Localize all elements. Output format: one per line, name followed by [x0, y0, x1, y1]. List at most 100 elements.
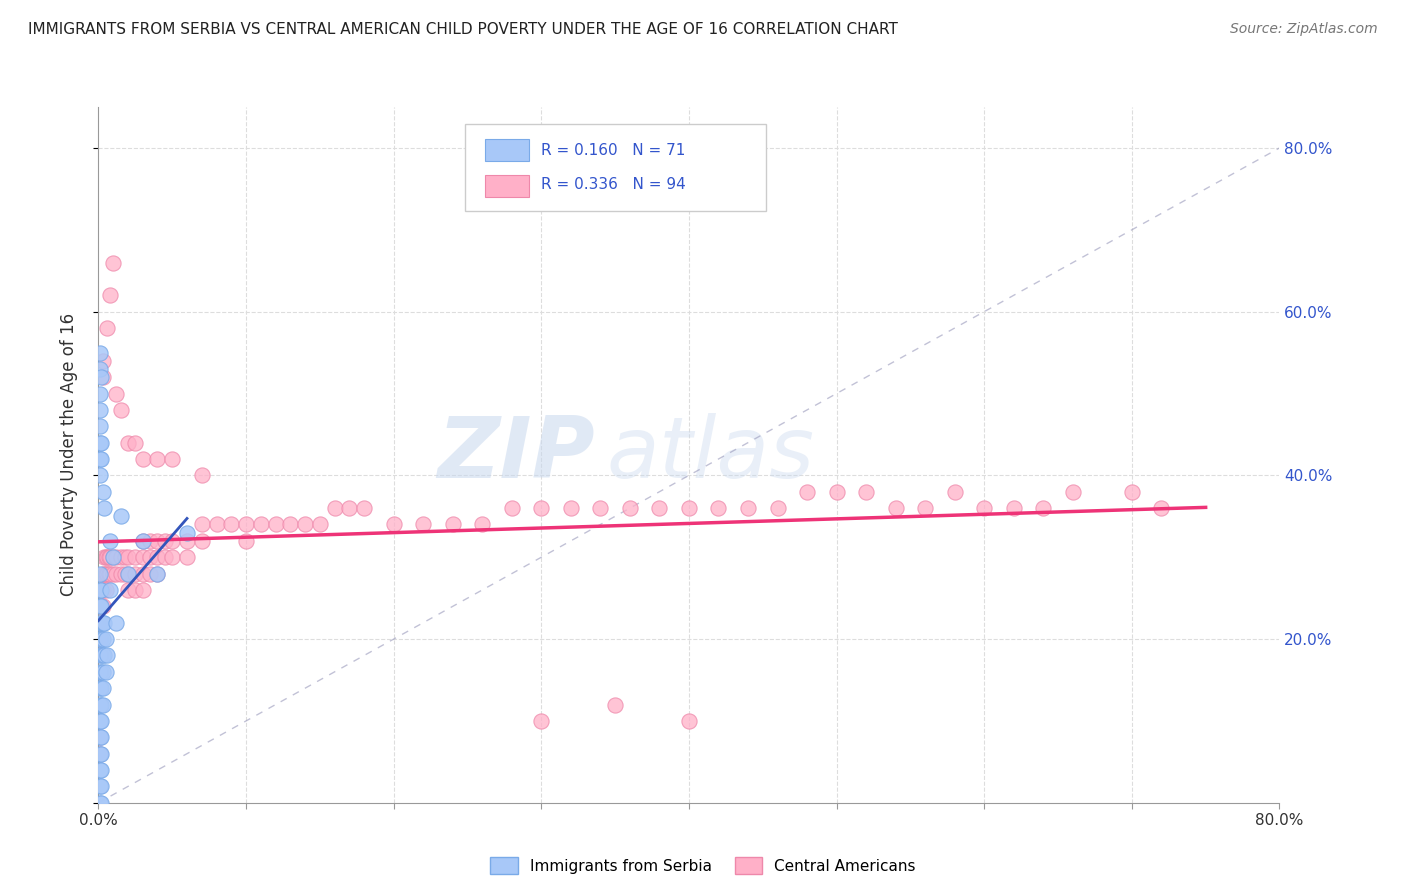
- Immigrants from Serbia: [90, 452, 112, 467]
- Central Americans: [105, 386, 128, 401]
- Central Americans: [89, 731, 111, 745]
- Central Americans: [162, 550, 183, 565]
- Immigrants from Serbia: [132, 533, 155, 548]
- Central Americans: [91, 370, 114, 384]
- Central Americans: [93, 550, 115, 565]
- Text: Source: ZipAtlas.com: Source: ZipAtlas.com: [1230, 22, 1378, 37]
- Central Americans: [114, 566, 136, 581]
- Central Americans: [91, 599, 114, 614]
- Central Americans: [94, 566, 117, 581]
- Immigrants from Serbia: [89, 452, 111, 467]
- Immigrants from Serbia: [89, 566, 111, 581]
- Central Americans: [96, 566, 118, 581]
- FancyBboxPatch shape: [464, 124, 766, 211]
- Central Americans: [884, 501, 907, 516]
- Central Americans: [98, 566, 121, 581]
- Immigrants from Serbia: [89, 435, 111, 450]
- Central Americans: [91, 582, 114, 597]
- Central Americans: [323, 501, 346, 516]
- Central Americans: [309, 517, 332, 532]
- Central Americans: [98, 550, 121, 565]
- Central Americans: [191, 517, 214, 532]
- Central Americans: [205, 517, 228, 532]
- Central Americans: [530, 501, 553, 516]
- Immigrants from Serbia: [91, 648, 114, 663]
- Central Americans: [91, 566, 114, 581]
- Immigrants from Serbia: [94, 632, 117, 646]
- Central Americans: [110, 566, 132, 581]
- Immigrants from Serbia: [89, 731, 111, 745]
- Immigrants from Serbia: [93, 648, 115, 663]
- Central Americans: [412, 517, 434, 532]
- Central Americans: [678, 714, 700, 728]
- Central Americans: [124, 550, 146, 565]
- Immigrants from Serbia: [146, 566, 169, 581]
- Central Americans: [124, 566, 146, 581]
- Central Americans: [855, 484, 877, 499]
- Central Americans: [235, 533, 257, 548]
- Immigrants from Serbia: [89, 796, 111, 810]
- Central Americans: [94, 550, 117, 565]
- Central Americans: [124, 582, 146, 597]
- Central Americans: [124, 435, 146, 450]
- Central Americans: [91, 353, 114, 368]
- Central Americans: [250, 517, 273, 532]
- Central Americans: [117, 582, 139, 597]
- Central Americans: [153, 550, 176, 565]
- Immigrants from Serbia: [93, 615, 115, 630]
- Central Americans: [132, 533, 155, 548]
- Immigrants from Serbia: [90, 731, 112, 745]
- Central Americans: [294, 517, 316, 532]
- Central Americans: [90, 599, 112, 614]
- Immigrants from Serbia: [90, 582, 112, 597]
- Central Americans: [943, 484, 966, 499]
- Central Americans: [501, 501, 523, 516]
- Central Americans: [89, 632, 111, 646]
- Central Americans: [93, 566, 115, 581]
- Central Americans: [796, 484, 818, 499]
- Central Americans: [162, 533, 183, 548]
- Central Americans: [560, 501, 582, 516]
- Immigrants from Serbia: [90, 796, 112, 810]
- Bar: [485, 139, 530, 161]
- Central Americans: [619, 501, 641, 516]
- Immigrants from Serbia: [89, 681, 111, 696]
- Central Americans: [264, 517, 287, 532]
- Central Americans: [117, 550, 139, 565]
- Immigrants from Serbia: [176, 525, 198, 540]
- Bar: [485, 175, 530, 197]
- Immigrants from Serbia: [90, 747, 112, 761]
- Central Americans: [353, 501, 375, 516]
- Central Americans: [97, 566, 120, 581]
- Central Americans: [146, 566, 169, 581]
- Immigrants from Serbia: [90, 665, 112, 679]
- Central Americans: [96, 321, 118, 335]
- Central Americans: [146, 550, 169, 565]
- Central Americans: [382, 517, 405, 532]
- Immigrants from Serbia: [91, 484, 114, 499]
- Y-axis label: Child Poverty Under the Age of 16: Child Poverty Under the Age of 16: [59, 313, 77, 597]
- Immigrants from Serbia: [89, 403, 111, 417]
- Central Americans: [530, 714, 553, 728]
- Immigrants from Serbia: [89, 665, 111, 679]
- Central Americans: [117, 435, 139, 450]
- Immigrants from Serbia: [103, 550, 125, 565]
- Immigrants from Serbia: [94, 665, 117, 679]
- Central Americans: [278, 517, 302, 532]
- Central Americans: [973, 501, 995, 516]
- Central Americans: [105, 566, 128, 581]
- Central Americans: [89, 599, 111, 614]
- Central Americans: [471, 517, 494, 532]
- Text: ZIP: ZIP: [437, 413, 595, 497]
- Central Americans: [678, 501, 700, 516]
- Central Americans: [103, 255, 125, 269]
- Immigrants from Serbia: [96, 648, 118, 663]
- Central Americans: [132, 582, 155, 597]
- Immigrants from Serbia: [90, 714, 112, 728]
- Central Americans: [235, 517, 257, 532]
- Central Americans: [117, 566, 139, 581]
- Central Americans: [132, 550, 155, 565]
- Immigrants from Serbia: [89, 419, 111, 434]
- Central Americans: [1062, 484, 1084, 499]
- Immigrants from Serbia: [90, 763, 112, 777]
